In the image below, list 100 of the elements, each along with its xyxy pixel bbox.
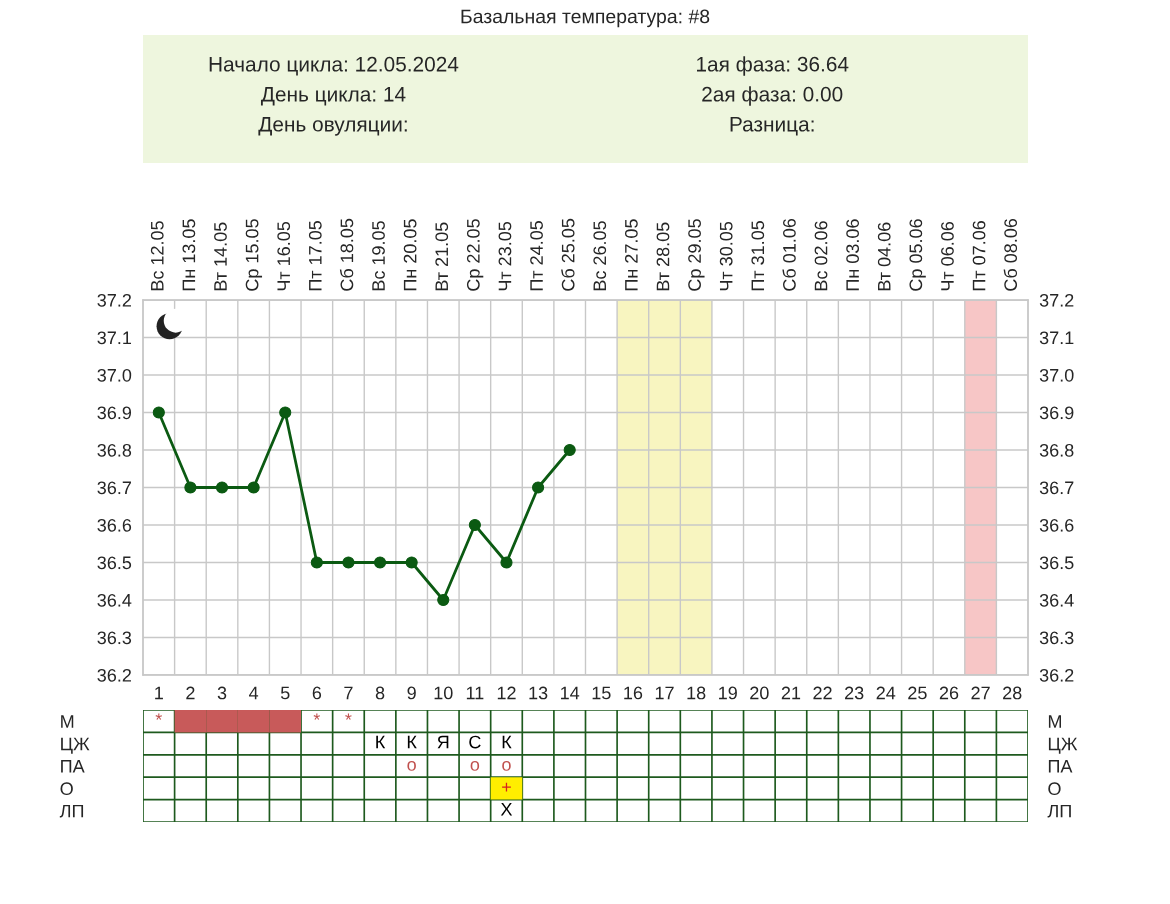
x-tick-label: 7 — [344, 686, 353, 700]
x-tick-label: 13 — [529, 686, 548, 700]
x-tick-label: 27 — [971, 686, 990, 700]
y2-tick-label: 36.5 — [1039, 556, 1074, 570]
text: о — [470, 760, 480, 771]
point — [373, 556, 387, 569]
x-tick-label: 12 — [497, 686, 516, 700]
text: К — [407, 735, 417, 749]
category-label: ЛП — [1047, 804, 1071, 818]
x-tick-label: 11 — [466, 686, 484, 700]
point — [184, 481, 197, 494]
x-tick-label: 8 — [375, 686, 385, 700]
point — [247, 481, 260, 494]
text: К — [502, 735, 512, 749]
text: День овуляции: — [258, 117, 407, 136]
x2-tick-label: Пн 20.05 — [403, 219, 417, 291]
x2-tick-label: Пт 24.05 — [530, 220, 543, 291]
category-label: ЦЖ — [61, 737, 90, 754]
x2-tick-label: Пт 17.05 — [308, 220, 322, 291]
category-label: М — [61, 715, 74, 728]
x-tick-label: 28 — [1003, 686, 1022, 700]
y-tick-label: 37.0 — [97, 368, 132, 382]
x-tick-label: 3 — [217, 686, 227, 700]
point — [563, 443, 576, 457]
x-tick-label: 16 — [624, 686, 643, 700]
x2-tick-label: Ср 29.05 — [688, 219, 705, 291]
text: Разница: — [730, 117, 814, 136]
point — [437, 593, 450, 607]
y2-tick-label: 36.4 — [1039, 593, 1074, 607]
text: Я — [437, 735, 449, 749]
text: 2ая фаза: 0.00 — [702, 86, 843, 106]
point — [152, 406, 165, 419]
y-tick-label: 36.3 — [97, 631, 132, 645]
x2-tick-label: Сб 25.05 — [561, 218, 575, 291]
x-tick-label: 15 — [592, 686, 611, 700]
x-tick-label: 19 — [719, 686, 737, 700]
x2-tick-label: Вс 19.05 — [372, 221, 385, 291]
x2-tick-label: Сб 08.06 — [1003, 218, 1018, 291]
y2-tick-label: 36.7 — [1039, 481, 1074, 495]
x2-tick-label: Пт 07.06 — [972, 221, 986, 291]
x-tick-label: 14 — [561, 686, 580, 700]
y-tick-label: 37.1 — [97, 331, 132, 345]
x2-tick-label: Пн 03.06 — [846, 219, 860, 291]
x2-tick-label: Вт 28.05 — [656, 222, 670, 291]
x2-tick-label: Сб 18.05 — [339, 218, 354, 291]
text: День цикла: 14 — [260, 87, 406, 106]
point — [405, 556, 418, 569]
text: + — [502, 782, 511, 792]
point — [532, 481, 545, 494]
y-tick-label: 36.2 — [97, 668, 131, 682]
y2-tick-label: 36.8 — [1039, 443, 1074, 457]
x2-tick-label: Чт 30.05 — [719, 221, 733, 291]
x2-tick-label: Вт 04.06 — [877, 222, 891, 291]
category-label: ПА — [61, 760, 85, 773]
y2-tick-label: 36.9 — [1039, 406, 1074, 420]
x2-tick-label: Пт 31.05 — [751, 220, 765, 291]
x-tick-label: 22 — [813, 686, 832, 700]
text: 1ая фаза: 36.64 — [697, 56, 849, 76]
y-tick-label: 36.6 — [97, 518, 132, 532]
y-tick-label: 37.2 — [97, 293, 131, 307]
point — [215, 481, 229, 494]
y-tick-label: 36.5 — [97, 556, 132, 570]
category-label: ПА — [1048, 760, 1073, 773]
x-tick-label: 4 — [249, 686, 259, 700]
x2-tick-label: Пн 27.05 — [624, 219, 638, 291]
y2-tick-label: 37.2 — [1039, 293, 1074, 307]
point — [468, 518, 481, 532]
text: * — [313, 713, 321, 720]
category-label: ЦЖ — [1048, 737, 1078, 754]
x-tick-label: 2 — [186, 686, 195, 700]
y2-tick-label: 37.0 — [1039, 368, 1074, 382]
x2-tick-label: Чт 23.05 — [498, 221, 512, 291]
category-label: М — [1048, 715, 1061, 728]
y-tick-label: 36.7 — [97, 481, 131, 495]
chart-title: Базальная температура: #8 — [461, 9, 710, 28]
category-label: О — [60, 782, 73, 796]
text: Х — [500, 803, 513, 816]
x-tick-label: 23 — [845, 686, 864, 700]
x2-tick-label: Вт 21.05 — [435, 222, 449, 291]
text: Начало цикла: 12.05.2024 — [209, 56, 459, 76]
x-tick-label: 26 — [939, 686, 959, 700]
x-tick-label: 6 — [312, 686, 322, 700]
y2-tick-label: 36.6 — [1039, 518, 1074, 532]
y2-tick-label: 36.2 — [1039, 668, 1074, 682]
x2-tick-label: Вс 02.06 — [814, 221, 828, 291]
x-tick-label: 24 — [876, 686, 896, 700]
text: * — [345, 713, 352, 720]
x2-tick-label: Ср 05.06 — [909, 219, 926, 291]
x2-tick-label: Пн 13.05 — [182, 219, 196, 291]
point — [279, 406, 292, 419]
category-label: О — [1048, 782, 1061, 796]
y-tick-label: 36.9 — [97, 406, 132, 420]
point — [342, 556, 355, 569]
y2-tick-label: 36.3 — [1039, 631, 1074, 645]
x2-tick-label: Вс 12.05 — [150, 221, 164, 291]
text: * — [155, 713, 163, 720]
x2-tick-label: Ср 15.05 — [245, 219, 263, 291]
x-tick-label: 9 — [407, 686, 416, 700]
y-tick-label: 36.8 — [97, 443, 132, 457]
x-tick-label: 1 — [155, 686, 163, 700]
